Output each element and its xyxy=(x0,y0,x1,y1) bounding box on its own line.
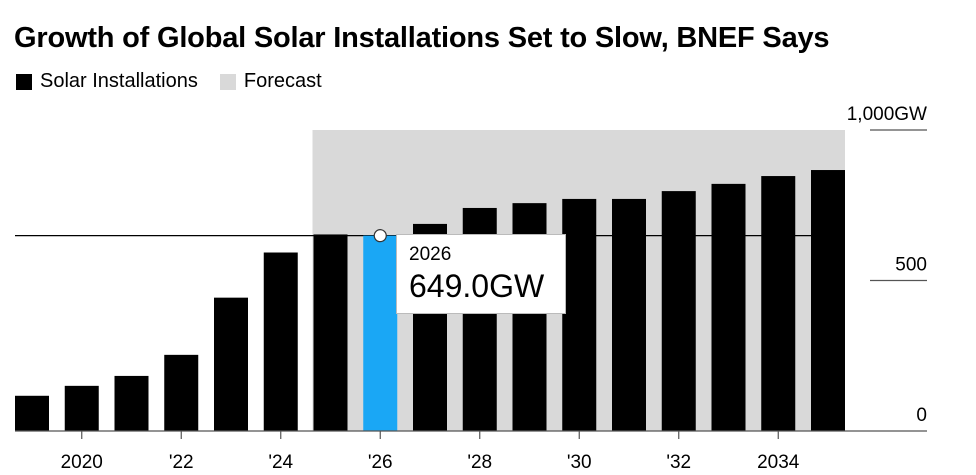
bar-2033[interactable] xyxy=(711,183,746,431)
x-tick-label-2020: 2020 xyxy=(61,452,103,473)
legend: Solar Installations Forecast xyxy=(16,70,344,93)
x-tick-label-2026: '26 xyxy=(368,452,393,473)
tooltip-year: 2026 xyxy=(409,244,452,265)
x-tick-label-2030: '30 xyxy=(567,452,592,473)
tooltip: 2026 649.0GW xyxy=(396,234,566,314)
bar-2022[interactable] xyxy=(164,354,199,431)
bar-2025[interactable] xyxy=(313,234,348,431)
legend-label-forecast: Forecast xyxy=(243,70,322,92)
y-tick-label-500: 500 xyxy=(895,255,927,276)
bar-2030[interactable] xyxy=(562,198,597,431)
chart-title: Growth of Global Solar Installations Set… xyxy=(14,22,830,54)
x-tick-label-2032: '32 xyxy=(666,452,691,473)
y-tick-label-0: 0 xyxy=(916,405,927,426)
bar-2026[interactable] xyxy=(363,235,398,431)
y-tick-label-1000: 1,000GW xyxy=(847,104,927,125)
legend-item-solar-installations[interactable]: Solar Installations xyxy=(16,70,198,93)
bar-2035[interactable] xyxy=(811,170,845,431)
legend-swatch-solar xyxy=(16,73,32,90)
bar-2034[interactable] xyxy=(761,176,796,431)
bar-2032[interactable] xyxy=(661,191,696,431)
x-tick-label-2024: '24 xyxy=(268,452,293,473)
highlight-marker xyxy=(373,229,387,243)
bar-2021[interactable] xyxy=(114,375,149,431)
x-tick-label-2022: '22 xyxy=(169,452,194,473)
bar-2024[interactable] xyxy=(263,252,298,431)
legend-swatch-forecast xyxy=(219,73,236,90)
bar-2020[interactable] xyxy=(64,385,99,431)
bar-2031[interactable] xyxy=(612,198,646,431)
tooltip-value: 649.0GW xyxy=(409,268,545,304)
x-tick-label-2028: '28 xyxy=(467,452,492,473)
bar-2019[interactable] xyxy=(15,395,49,431)
legend-item-forecast[interactable]: Forecast xyxy=(219,70,322,93)
x-tick-label-2034: 2034 xyxy=(757,452,800,473)
bar-2023[interactable] xyxy=(214,297,248,431)
legend-label-solar: Solar Installations xyxy=(40,70,198,92)
